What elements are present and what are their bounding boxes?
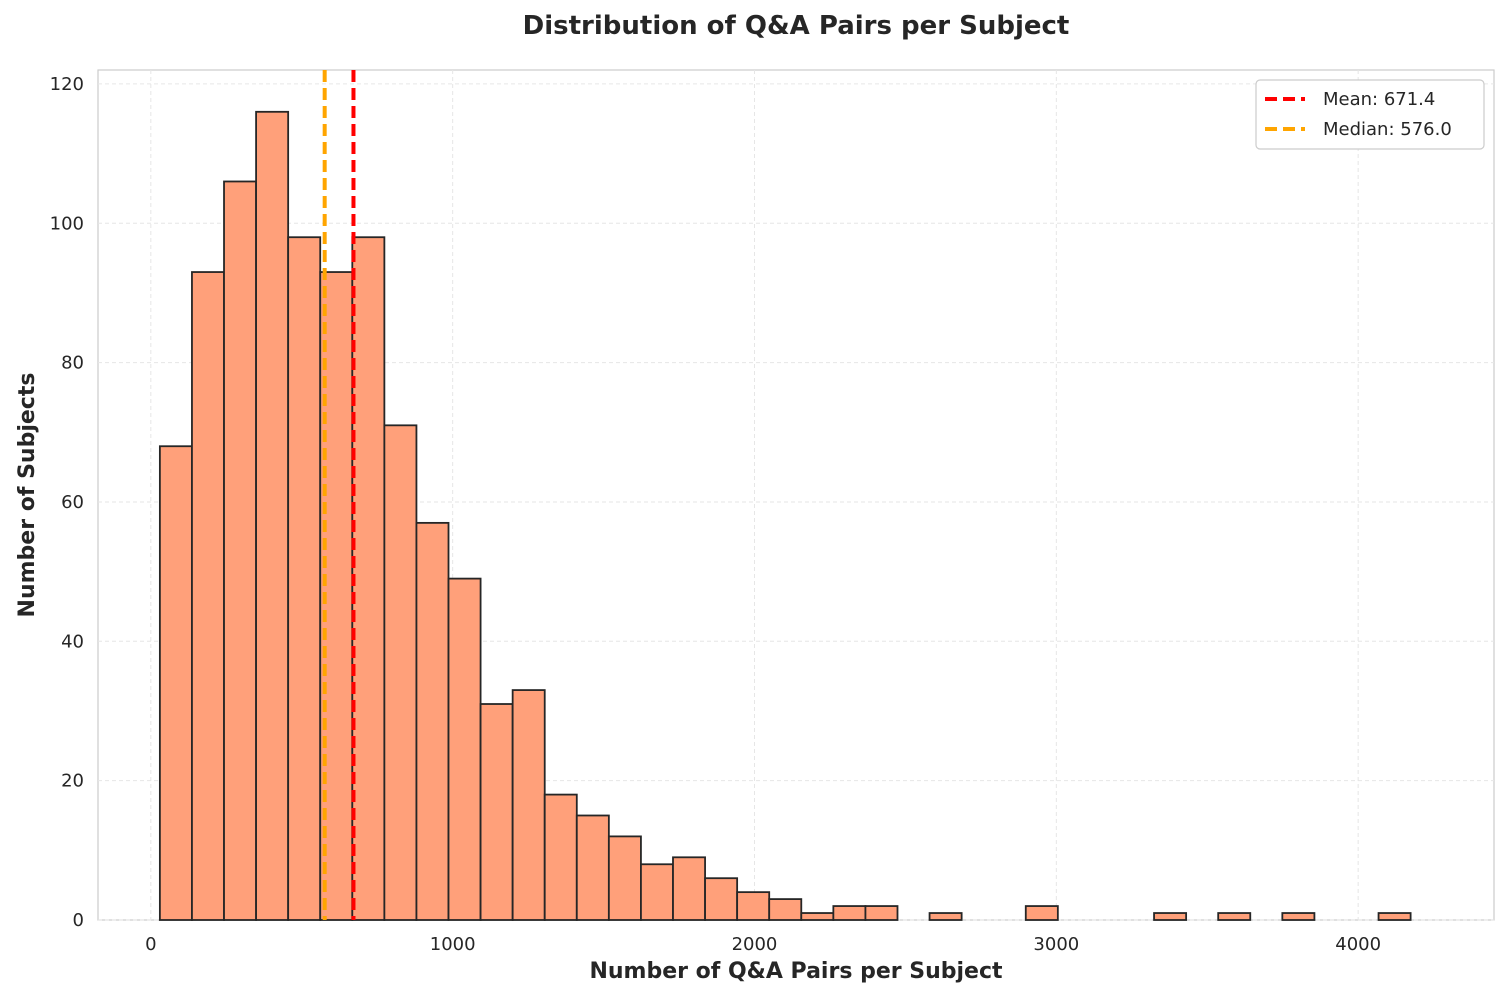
histogram-bars bbox=[158, 110, 1412, 921]
x-tick-label: 3000 bbox=[1033, 934, 1079, 955]
histogram-bar bbox=[1153, 912, 1188, 921]
legend: Mean: 671.4 Median: 576.0 bbox=[1255, 79, 1485, 150]
histogram-bar bbox=[1281, 912, 1316, 921]
histogram-bar bbox=[415, 521, 450, 921]
histogram-bar bbox=[672, 856, 706, 921]
histogram-bar bbox=[607, 835, 642, 921]
histogram-bar bbox=[383, 424, 418, 921]
y-tick-label: 60 bbox=[61, 492, 84, 513]
histogram-bar bbox=[928, 912, 963, 921]
histogram-bar bbox=[1024, 905, 1059, 921]
histogram-bar bbox=[351, 236, 386, 921]
legend-mean-label: Mean: 671.4 bbox=[1323, 89, 1435, 110]
y-axis-ticks: 0 20 40 60 80 100 120 bbox=[50, 74, 84, 931]
histogram-bar bbox=[736, 891, 771, 921]
chart-title: Distribution of Q&A Pairs per Subject bbox=[523, 11, 1070, 41]
histogram-bar bbox=[543, 793, 578, 921]
histogram-bar bbox=[511, 689, 546, 921]
legend-median-label: Median: 576.0 bbox=[1323, 119, 1452, 140]
x-tick-label: 2000 bbox=[732, 934, 778, 955]
histogram-bar bbox=[1377, 912, 1412, 921]
y-tick-label: 100 bbox=[50, 213, 84, 234]
y-tick-label: 20 bbox=[61, 771, 84, 792]
histogram-bar bbox=[768, 898, 803, 921]
y-tick-label: 120 bbox=[50, 74, 84, 95]
y-axis-label: Number of Subjects bbox=[15, 373, 40, 618]
x-tick-label: 0 bbox=[145, 934, 156, 955]
histogram-bar bbox=[223, 180, 257, 921]
histogram-bar bbox=[447, 577, 482, 921]
legend-box bbox=[1255, 79, 1485, 150]
histogram-bar bbox=[158, 445, 193, 921]
y-tick-label: 0 bbox=[73, 910, 84, 931]
x-tick-label: 1000 bbox=[430, 934, 476, 955]
histogram-bar bbox=[704, 877, 739, 921]
x-axis-ticks: 0 1000 2000 3000 4000 bbox=[145, 934, 1381, 955]
histogram-bar bbox=[287, 236, 322, 921]
histogram-bar bbox=[575, 814, 610, 921]
histogram-bar bbox=[832, 905, 867, 921]
x-axis-label: Number of Q&A Pairs per Subject bbox=[589, 959, 1003, 984]
x-tick-label: 4000 bbox=[1335, 934, 1381, 955]
histogram-bar bbox=[800, 912, 835, 921]
histogram-bar bbox=[1217, 912, 1252, 921]
histogram-bar bbox=[864, 905, 899, 921]
y-tick-label: 80 bbox=[61, 353, 84, 374]
histogram-bar bbox=[479, 703, 514, 921]
histogram-bar bbox=[255, 110, 290, 921]
reference-lines bbox=[322, 70, 356, 920]
y-tick-label: 40 bbox=[61, 631, 84, 652]
histogram-bar bbox=[640, 863, 674, 921]
histogram-bar bbox=[191, 271, 225, 921]
